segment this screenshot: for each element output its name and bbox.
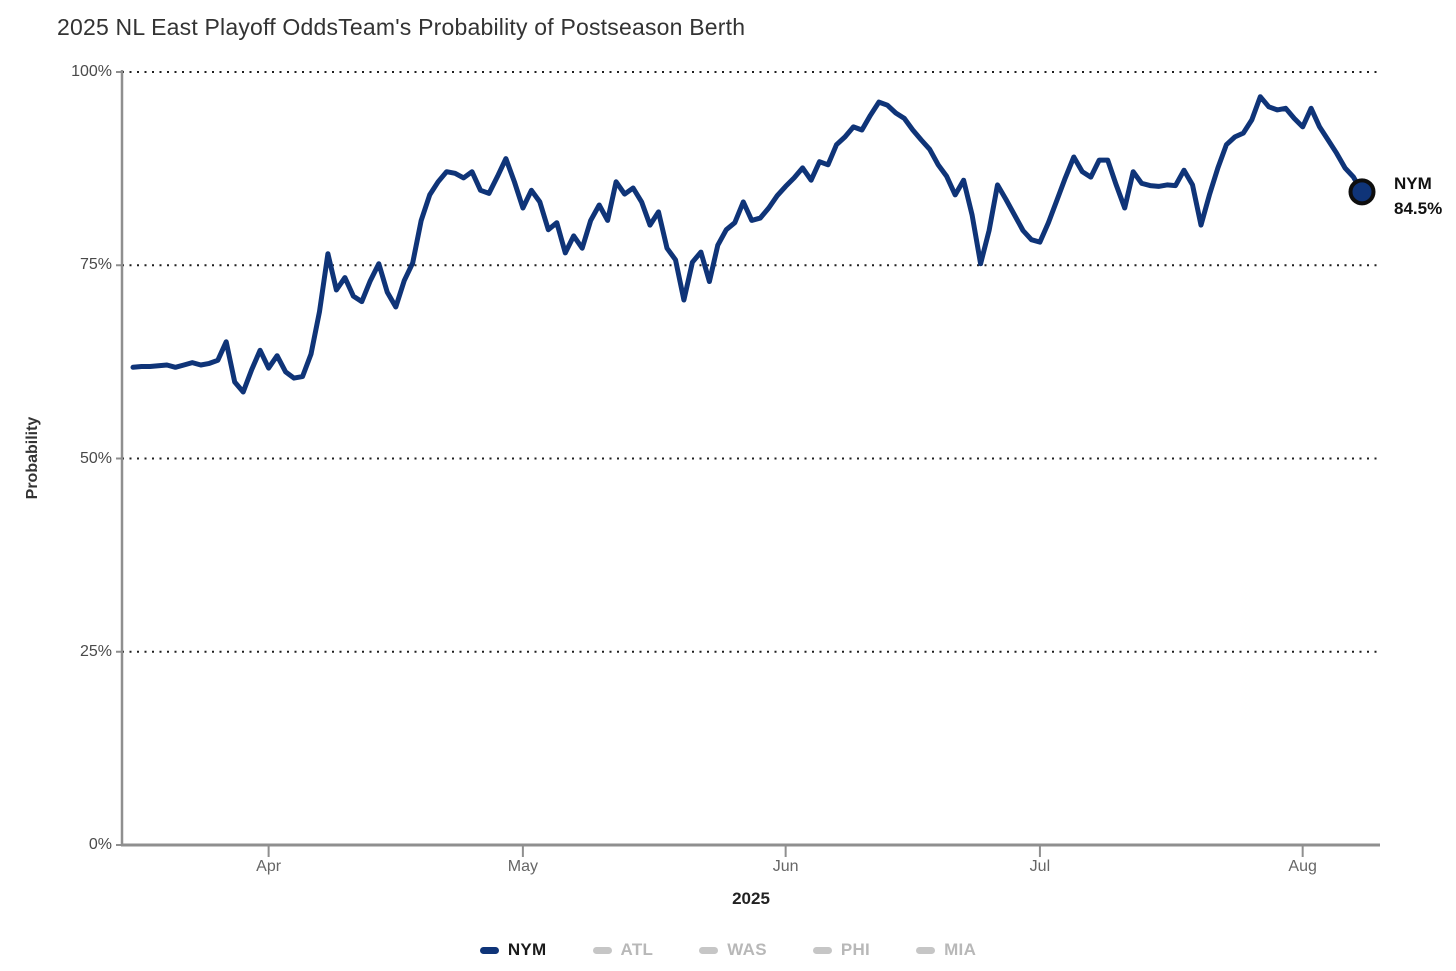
end-annotation-team: NYM: [1394, 174, 1432, 193]
legend-item-label: PHI: [840, 940, 871, 959]
title-main: 2025 NL East Playoff Odds: [57, 14, 339, 40]
x-tick-label-apr: Apr: [256, 858, 282, 875]
y-tick-label-25: 25%: [79, 642, 112, 660]
end-annotation-value: 84.5%: [1394, 199, 1443, 218]
x-axis-title: 2025: [732, 889, 770, 908]
legend-swatch-phi: [812, 946, 832, 954]
legend-item-mia[interactable]: MIA: [916, 940, 976, 960]
legend-swatch-was: [699, 946, 719, 954]
y-tick-label-0: 0%: [88, 836, 112, 853]
legend-item-label: MIA: [944, 940, 977, 959]
legend-item-was[interactable]: WAS: [699, 940, 767, 960]
series-end-dot: [1348, 178, 1376, 206]
page-title: 2025 NL East Playoff OddsTeam's Probabil…: [57, 14, 745, 41]
legend-item-phi[interactable]: PHI: [812, 940, 871, 960]
legend-swatch-mia: [916, 946, 936, 954]
x-tick-label-may: May: [507, 858, 538, 875]
legend-swatch-nym: [479, 946, 499, 954]
legend-item-label: ATL: [620, 940, 654, 959]
legend-item-label: WAS: [727, 940, 767, 959]
series-line-nym: [130, 94, 1365, 395]
legend-item-label: NYM: [507, 940, 547, 959]
x-tick-label-aug: Aug: [1288, 858, 1317, 875]
x-tick-label-jun: Jun: [772, 858, 799, 875]
x-tick-label-jul: Jul: [1029, 858, 1051, 875]
series-end-annotation: NYM 84.5%: [1394, 171, 1442, 221]
y-tick-label-100: 100%: [71, 63, 112, 80]
legend-item-nym[interactable]: NYM: [479, 940, 547, 960]
y-axis-title: Probability: [24, 416, 41, 500]
legend-swatch-atl: [592, 946, 612, 954]
legend: NYM ATL WAS PHI MIA: [0, 940, 1456, 960]
title-subtitle: Team's Probability of Postseason Berth: [338, 14, 746, 40]
y-tick-label-50: 50%: [79, 449, 112, 467]
y-tick-label-75: 75%: [79, 256, 112, 274]
legend-item-atl[interactable]: ATL: [592, 940, 654, 960]
